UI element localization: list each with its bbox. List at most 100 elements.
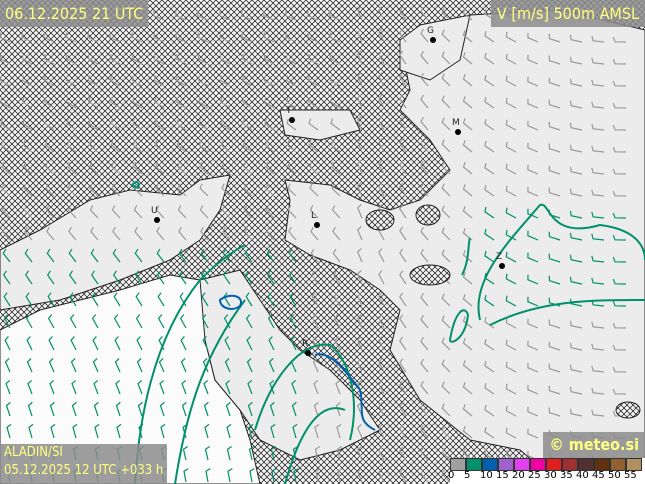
legend-swatch [450, 458, 466, 471]
copyright-label: © meteo.si [543, 432, 645, 458]
legend-swatch [482, 458, 498, 471]
wind-barb [199, 205, 209, 219]
wind-barb [87, 75, 99, 87]
wind-barb [4, 357, 11, 373]
wind-barb [569, 210, 583, 219]
wind-barb [158, 357, 165, 373]
wind-barb [356, 71, 363, 87]
wind-barb [110, 140, 121, 153]
wind-barb [180, 357, 187, 373]
wind-barb [266, 270, 275, 285]
wind-barb [1, 183, 11, 197]
wind-barb [264, 140, 275, 153]
wind-barb [378, 446, 385, 461]
legend-tick: 25 [528, 470, 541, 481]
wind-barb [378, 182, 385, 197]
wind-barb [527, 142, 539, 153]
wind-barb [88, 96, 99, 109]
wind-barb [505, 185, 517, 197]
wind-barb [462, 294, 473, 307]
wind-barb [226, 446, 233, 461]
wind-barb [356, 423, 363, 439]
wind-barb [591, 57, 605, 65]
wind-barb [484, 426, 495, 439]
wind-barb [505, 141, 517, 153]
wind-barb [462, 250, 473, 263]
wind-barb [378, 72, 385, 87]
wind-barb [378, 292, 385, 307]
wind-barb [612, 212, 627, 219]
wind-barb [356, 49, 363, 65]
wind-barb [243, 183, 253, 197]
wind-barb [399, 446, 407, 461]
wind-barb [176, 118, 187, 131]
wind-barb [612, 36, 627, 43]
wind-barb [227, 468, 233, 483]
wind-barb [242, 96, 253, 109]
wind-barb [109, 32, 121, 43]
wind-barb [612, 102, 627, 109]
wind-barb [109, 75, 121, 87]
wind-barb [175, 75, 187, 87]
wind-barb [268, 336, 275, 351]
wind-barb [591, 167, 605, 175]
wind-barb [3, 314, 11, 329]
wind-barb [285, 53, 297, 65]
wind-barb [291, 379, 297, 395]
wind-barb [356, 269, 363, 285]
city-dot [289, 117, 295, 123]
wind-barb [111, 161, 121, 175]
wind-barb [484, 162, 495, 175]
wind-barb [591, 101, 605, 109]
wind-barb [420, 314, 429, 329]
wind-barb [441, 139, 451, 153]
wind-barb [356, 93, 363, 109]
wind-barb [591, 79, 605, 87]
wind-barb [198, 96, 209, 109]
wind-barb [5, 379, 11, 395]
wind-barb [263, 75, 275, 87]
wind-barb [200, 270, 209, 285]
wind-barb [24, 270, 33, 285]
wind-barb [307, 53, 319, 65]
wind-barb [569, 386, 583, 395]
wind-barb [505, 405, 517, 417]
wind-barb [462, 162, 473, 175]
wind-barb [71, 401, 77, 417]
wind-barb [265, 183, 275, 197]
wind-barb [178, 270, 187, 285]
wind-barb [378, 424, 385, 439]
legend-swatch [546, 458, 562, 471]
wind-barb [113, 292, 121, 307]
wind-barb [484, 316, 495, 329]
wind-barb [378, 468, 385, 483]
wind-barb [484, 360, 495, 373]
wind-barb [21, 53, 33, 65]
wind-barb [378, 402, 385, 417]
wind-barb [462, 382, 473, 395]
wind-barb [1, 205, 11, 219]
wind-barb [378, 380, 385, 395]
wind-barb [90, 226, 99, 241]
wind-barb [462, 118, 473, 131]
wind-barb [356, 181, 363, 197]
wind-barb [135, 314, 143, 329]
wind-barb [308, 96, 319, 109]
wind-barb [441, 293, 451, 307]
wind-barb [441, 469, 451, 483]
wind-barb [176, 140, 187, 153]
wind-barb [46, 270, 55, 285]
wind-barb [44, 96, 55, 109]
wind-barb [22, 140, 33, 153]
wind-barb [329, 53, 341, 65]
wind-barb [21, 75, 33, 87]
wind-barb [46, 226, 55, 241]
wind-barb [91, 314, 99, 329]
wind-barb [330, 96, 341, 109]
wind-barb [330, 118, 341, 131]
wind-barb [159, 401, 165, 417]
wind-barb [569, 276, 583, 285]
wind-barb [91, 292, 99, 307]
wind-barb [248, 423, 254, 439]
